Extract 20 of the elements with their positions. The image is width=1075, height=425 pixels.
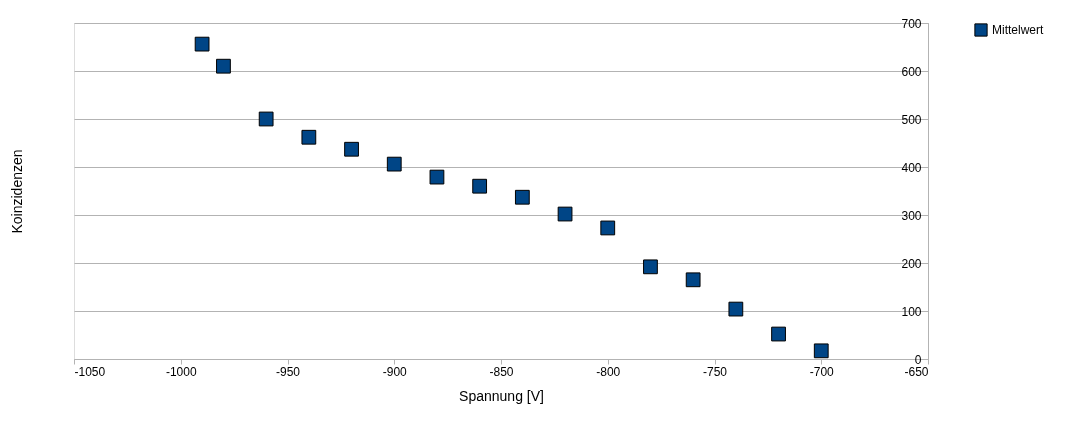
x-tick-label: -750 <box>702 364 728 379</box>
legend-label: Mittelwert <box>992 23 1045 37</box>
x-tick-label: -850 <box>489 364 514 379</box>
y-tick-label: 300 <box>901 208 922 223</box>
y-tick-label: 600 <box>901 64 922 79</box>
x-tick-label: -900 <box>382 364 408 379</box>
y-tick-label: 0 <box>914 352 922 367</box>
x-tick-label: -800 <box>596 364 621 379</box>
x-tick-label: -1000 <box>165 364 197 379</box>
y-tick-label: 400 <box>901 160 922 175</box>
x-axis-title: Spannung [V] <box>459 387 544 404</box>
y-tick-label: 200 <box>901 256 922 271</box>
x-tick-label: -1050 <box>74 364 106 379</box>
y-tick-label: 700 <box>901 16 922 31</box>
y-tick-label: 500 <box>901 112 922 127</box>
y-tick-label: 100 <box>901 304 922 319</box>
y-axis-title: Koinzidenzen <box>8 149 25 234</box>
x-tick-label: -950 <box>275 364 301 379</box>
x-tick-label: -650 <box>904 364 929 379</box>
x-tick-label: -700 <box>809 364 835 379</box>
